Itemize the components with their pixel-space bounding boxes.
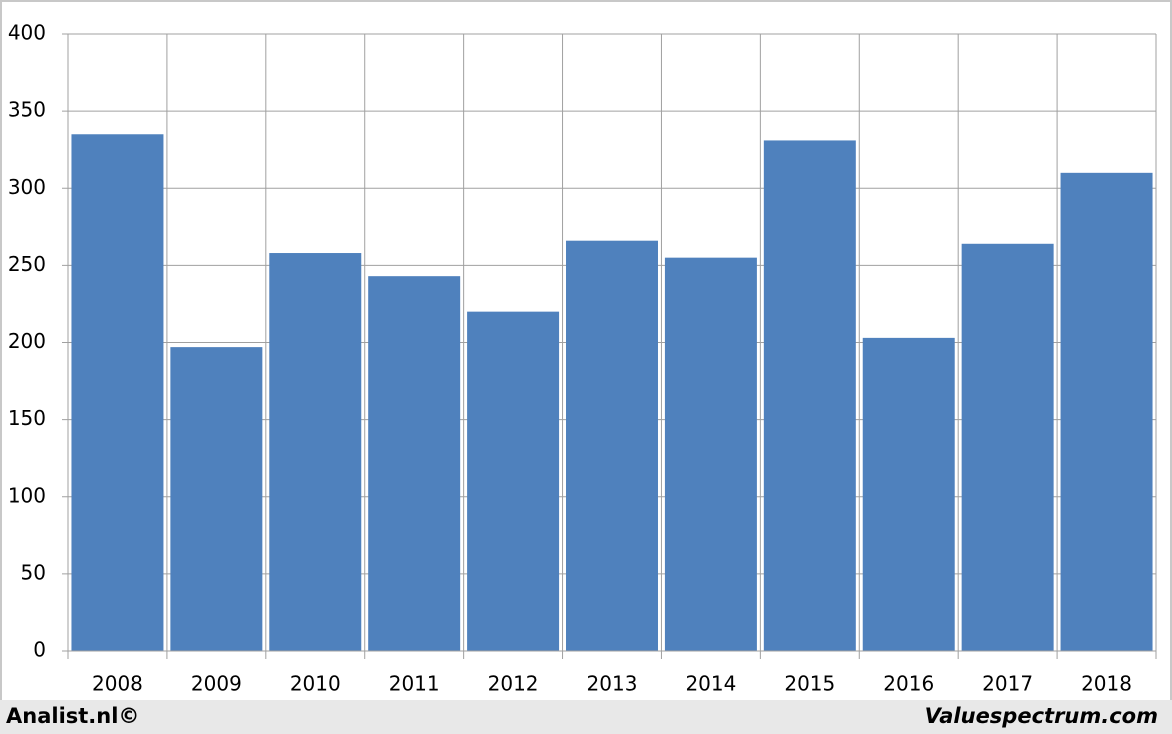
bar	[467, 311, 560, 651]
bar	[71, 134, 164, 651]
y-tick-label: 50	[21, 560, 46, 584]
x-tick-label: 2016	[883, 672, 934, 696]
bar	[664, 257, 757, 651]
y-tick-label: 150	[8, 406, 46, 430]
footer-right: Valuespectrum.com	[925, 704, 1158, 728]
y-tick-label: 100	[8, 483, 46, 507]
y-tick-label: 200	[8, 329, 46, 353]
x-tick-label: 2009	[191, 672, 242, 696]
x-tick-label: 2010	[290, 672, 341, 696]
x-tick-label: 2012	[488, 672, 539, 696]
footer-left: Analist.nl©	[6, 704, 139, 728]
y-tick-label: 250	[8, 252, 46, 276]
bar	[961, 243, 1054, 651]
bar	[170, 347, 263, 651]
bar	[1060, 172, 1153, 651]
y-tick-label: 0	[33, 638, 46, 662]
bar	[566, 240, 658, 651]
x-tick-label: 2015	[784, 672, 835, 696]
footer-band	[0, 700, 1172, 734]
x-tick-label: 2014	[685, 672, 736, 696]
bar	[862, 337, 955, 651]
x-tick-label: 2008	[92, 672, 143, 696]
x-tick-label: 2013	[587, 672, 638, 696]
y-tick-label: 350	[8, 98, 46, 122]
y-tick-label: 400	[8, 21, 46, 45]
x-tick-label: 2011	[389, 672, 440, 696]
x-tick-label: 2017	[982, 672, 1033, 696]
bar	[763, 140, 856, 651]
bar	[269, 253, 362, 651]
bar	[368, 276, 461, 651]
y-tick-label: 300	[8, 175, 46, 199]
x-tick-label: 2018	[1081, 672, 1132, 696]
